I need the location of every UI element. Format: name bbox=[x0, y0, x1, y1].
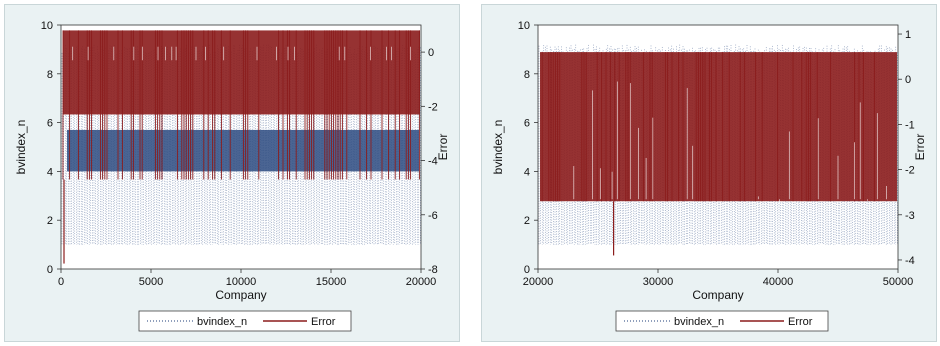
y-tick-label: 4 bbox=[524, 166, 530, 178]
series-gaps bbox=[72, 46, 411, 61]
y-tick-label: 6 bbox=[524, 118, 530, 130]
legend-label-bvindex_n: bvindex_n bbox=[197, 316, 247, 328]
x-tick-label: 20000 bbox=[523, 276, 554, 288]
series-error bbox=[540, 52, 897, 256]
error-fill bbox=[540, 52, 897, 202]
y2-tick-label: -4 bbox=[905, 255, 915, 267]
y-tick-label: 0 bbox=[47, 264, 53, 276]
y2-tick-label: -4 bbox=[428, 156, 438, 168]
series-gaps bbox=[573, 81, 887, 204]
y2-tick-label: 0 bbox=[905, 74, 911, 86]
y-tick-label: 6 bbox=[47, 118, 53, 130]
legend: bvindex_n Error bbox=[615, 310, 829, 332]
y2-axis-label: Error bbox=[913, 134, 927, 161]
chart-left: 0 2 4 6 8 10 0 -2 -4 -6 -8 0 5000 10000 15000 20000 Comp… bbox=[14, 20, 450, 332]
y2-tick-label: -3 bbox=[905, 210, 915, 222]
legend-label-bvindex_n: bvindex_n bbox=[674, 316, 724, 328]
y-axis-label: bvindex_n bbox=[14, 120, 28, 175]
y2-tick-label: 1 bbox=[905, 29, 911, 41]
x-tick-label: 50000 bbox=[883, 276, 914, 288]
x-tick-label: 10000 bbox=[226, 276, 257, 288]
y-tick-label: 2 bbox=[524, 215, 530, 227]
y2-tick-label: -6 bbox=[428, 210, 438, 222]
y2-tick-label: -8 bbox=[428, 264, 438, 276]
y2-axis-label: Error bbox=[436, 134, 450, 161]
y-tick-label: 4 bbox=[47, 166, 53, 178]
x-axis-label: Company bbox=[692, 288, 743, 302]
x-tick-label: 15000 bbox=[316, 276, 347, 288]
x-tick-label: 5000 bbox=[139, 276, 163, 288]
x-tick-label: 20000 bbox=[406, 276, 437, 288]
y-axis-label: bvindex_n bbox=[491, 120, 505, 175]
y2-tick-label: -1 bbox=[905, 119, 915, 131]
x-tick-label: 30000 bbox=[643, 276, 674, 288]
y-tick-label: 10 bbox=[41, 20, 53, 32]
chart-panel-right: 0 2 4 6 8 10 1 0 -1 -2 -3 -4 20000 30000 40000 50000 Com… bbox=[481, 4, 937, 342]
legend-label-error: Error bbox=[788, 316, 813, 328]
y-tick-label: 10 bbox=[518, 20, 530, 32]
y-tick-label: 0 bbox=[524, 264, 530, 276]
legend: bvindex_n Error bbox=[138, 310, 352, 332]
legend-box bbox=[138, 310, 352, 332]
y2-tick-label: 0 bbox=[428, 47, 434, 59]
x-axis-label: Company bbox=[215, 288, 266, 302]
y-tick-label: 2 bbox=[47, 215, 53, 227]
chart-panel-left: 0 2 4 6 8 10 0 -2 -4 -6 -8 0 5000 10000 15000 20000 Comp… bbox=[4, 4, 460, 342]
y-tick-label: 8 bbox=[524, 69, 530, 81]
y2-tick-label: -2 bbox=[428, 101, 438, 113]
series-error bbox=[62, 30, 420, 264]
legend-box bbox=[615, 310, 829, 332]
legend-label-error: Error bbox=[311, 316, 336, 328]
y2-tick-label: -2 bbox=[905, 165, 915, 177]
x-tick-label: 40000 bbox=[763, 276, 794, 288]
y-tick-label: 8 bbox=[47, 69, 53, 81]
x-tick-label: 0 bbox=[58, 276, 64, 288]
